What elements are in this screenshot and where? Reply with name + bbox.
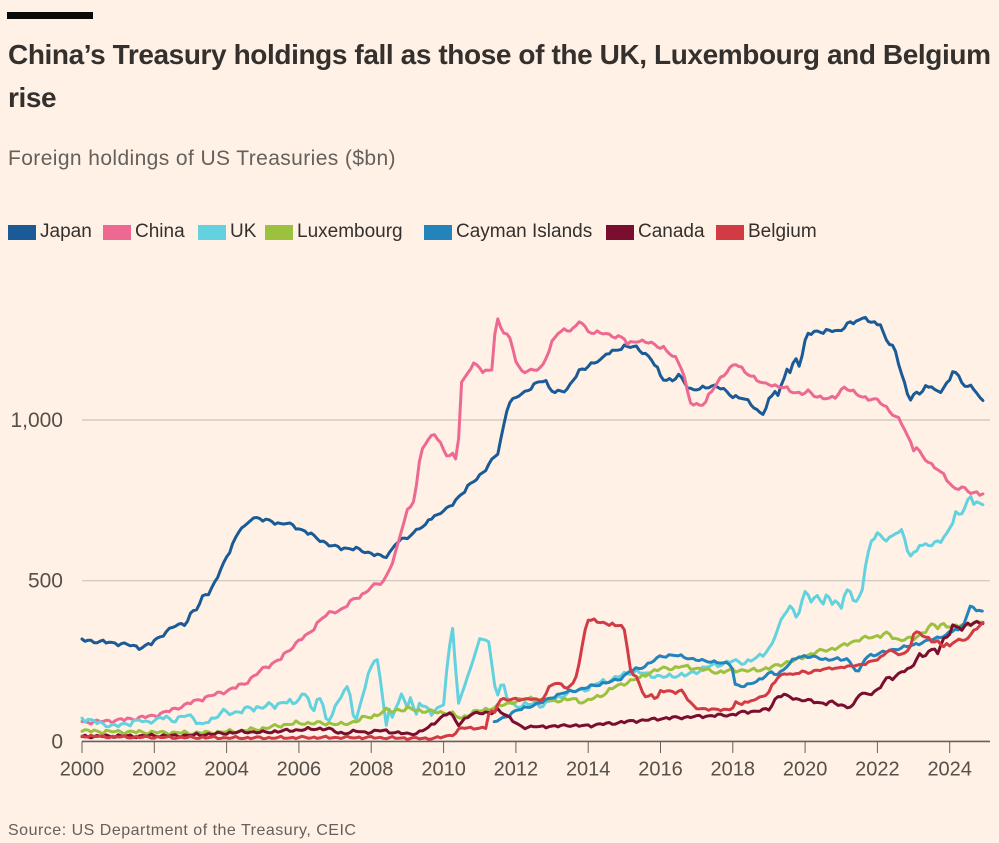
svg-text:2016: 2016 [638, 759, 683, 781]
svg-text:2012: 2012 [494, 759, 539, 781]
svg-text:0: 0 [51, 730, 63, 753]
svg-text:2010: 2010 [421, 759, 466, 781]
svg-text:2000: 2000 [60, 759, 105, 781]
svg-text:2020: 2020 [783, 759, 828, 781]
svg-text:2008: 2008 [349, 759, 394, 781]
svg-text:2006: 2006 [277, 759, 322, 781]
svg-text:2004: 2004 [204, 759, 249, 781]
svg-text:2002: 2002 [132, 759, 177, 781]
svg-text:1,000: 1,000 [10, 409, 63, 432]
svg-text:2024: 2024 [927, 759, 972, 781]
svg-text:2014: 2014 [566, 759, 611, 781]
svg-text:500: 500 [28, 570, 63, 593]
svg-text:2022: 2022 [855, 759, 900, 781]
svg-text:2018: 2018 [711, 759, 756, 781]
